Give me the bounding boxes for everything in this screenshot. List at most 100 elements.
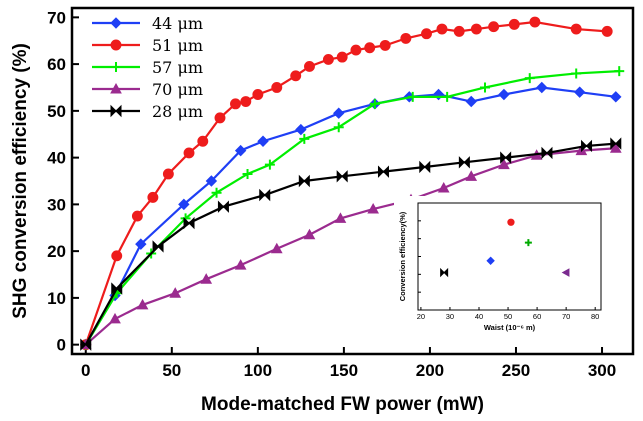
legend-swatch-marker bbox=[110, 104, 122, 118]
data-point bbox=[303, 228, 316, 240]
inset-y-axis-title: Conversion efficiency(%) bbox=[398, 211, 407, 301]
data-point bbox=[609, 142, 622, 153]
x-tick-label: 200 bbox=[416, 361, 444, 380]
data-point bbox=[259, 188, 271, 202]
x-tick-label: 300 bbox=[588, 361, 616, 380]
legend-swatch-marker bbox=[111, 62, 121, 72]
data-point bbox=[465, 170, 478, 181]
inset-data-point bbox=[524, 239, 532, 247]
data-point bbox=[458, 156, 470, 169]
legend-swatch-marker bbox=[110, 39, 122, 51]
inset-x-tick-label: 20 bbox=[417, 312, 425, 321]
data-point bbox=[183, 216, 195, 230]
inset-x-tick-label: 50 bbox=[504, 312, 512, 321]
data-point bbox=[377, 165, 389, 178]
data-point bbox=[234, 259, 247, 270]
legend: 44 μm 51 μm 57 μm 70 μm 28 μm bbox=[92, 14, 203, 121]
data-point bbox=[111, 282, 123, 295]
data-point bbox=[183, 147, 195, 159]
data-point bbox=[470, 23, 482, 35]
data-point bbox=[136, 298, 149, 310]
data-point bbox=[508, 18, 520, 30]
y-tick-label: 0 bbox=[57, 336, 66, 355]
data-point bbox=[601, 25, 613, 37]
data-point bbox=[298, 174, 310, 188]
data-point bbox=[571, 68, 582, 79]
data-point bbox=[334, 212, 347, 223]
series-line bbox=[84, 70, 620, 346]
data-point bbox=[240, 96, 252, 107]
inset-data-point bbox=[440, 267, 449, 278]
x-tick-label: 0 bbox=[81, 361, 90, 380]
data-point bbox=[442, 91, 453, 102]
series-1 bbox=[80, 16, 613, 351]
inset-x-tick-label: 30 bbox=[446, 312, 454, 321]
data-point bbox=[421, 28, 432, 40]
data-point bbox=[541, 146, 553, 160]
data-point bbox=[131, 210, 143, 222]
data-point bbox=[573, 86, 586, 98]
series-4 bbox=[80, 137, 622, 351]
data-point bbox=[234, 144, 247, 157]
data-point bbox=[333, 107, 345, 119]
data-point bbox=[407, 91, 418, 102]
data-point bbox=[252, 89, 264, 100]
data-point bbox=[350, 44, 362, 56]
data-point bbox=[200, 273, 213, 284]
data-point bbox=[264, 159, 275, 170]
data-point bbox=[147, 191, 159, 203]
legend-label: 51 μm bbox=[152, 36, 203, 55]
data-point bbox=[524, 73, 535, 84]
plot-frame bbox=[70, 6, 635, 356]
inset-background bbox=[394, 196, 608, 337]
data-point bbox=[336, 170, 348, 183]
y-tick-label: 60 bbox=[47, 55, 66, 74]
legend-swatch-marker bbox=[110, 82, 122, 94]
y-tick-label: 30 bbox=[47, 195, 66, 214]
y-tick-label: 70 bbox=[47, 8, 66, 27]
inset-x-tick-label: 40 bbox=[475, 312, 483, 321]
y-tick-label: 50 bbox=[47, 102, 66, 121]
data-point bbox=[570, 23, 582, 35]
data-point bbox=[135, 238, 147, 250]
y-tick-label: 10 bbox=[47, 289, 66, 308]
data-point bbox=[295, 123, 307, 136]
data-point bbox=[230, 98, 241, 110]
data-point bbox=[169, 287, 182, 298]
data-point bbox=[162, 168, 174, 180]
data-point bbox=[80, 338, 92, 351]
legend-label: 44 μm bbox=[152, 14, 203, 33]
data-point bbox=[214, 112, 226, 124]
inset-data-point bbox=[561, 268, 570, 277]
data-point bbox=[217, 200, 229, 213]
data-point bbox=[322, 53, 334, 65]
data-point bbox=[500, 151, 512, 164]
data-point bbox=[536, 81, 548, 94]
data-point bbox=[242, 168, 253, 179]
data-point bbox=[304, 60, 315, 72]
data-point bbox=[111, 250, 123, 262]
data-point bbox=[436, 23, 448, 35]
series-3 bbox=[79, 142, 622, 350]
data-point bbox=[109, 312, 121, 324]
y-tick-label: 40 bbox=[47, 149, 66, 168]
data-point bbox=[529, 16, 541, 28]
y-tick-label: 20 bbox=[47, 242, 66, 261]
data-point bbox=[257, 135, 269, 147]
data-point bbox=[369, 98, 380, 109]
data-point bbox=[614, 66, 625, 77]
inset-x-tick-label: 80 bbox=[591, 312, 599, 321]
inset-x-tick-label: 70 bbox=[562, 312, 570, 321]
data-point bbox=[271, 82, 283, 93]
data-point bbox=[270, 242, 283, 254]
data-point bbox=[211, 187, 222, 198]
data-point bbox=[152, 240, 164, 253]
inset-data-point bbox=[507, 218, 515, 226]
legend-label: 70 μm bbox=[152, 80, 203, 99]
inset-x-tick-label: 60 bbox=[533, 312, 541, 321]
data-point bbox=[197, 135, 209, 147]
data-point bbox=[290, 70, 302, 82]
inset-plot-area: 20 30 40 50 60 70 80 Waist (10⁻⁶ m) Conversion e… bbox=[394, 196, 608, 337]
data-point bbox=[364, 42, 376, 54]
